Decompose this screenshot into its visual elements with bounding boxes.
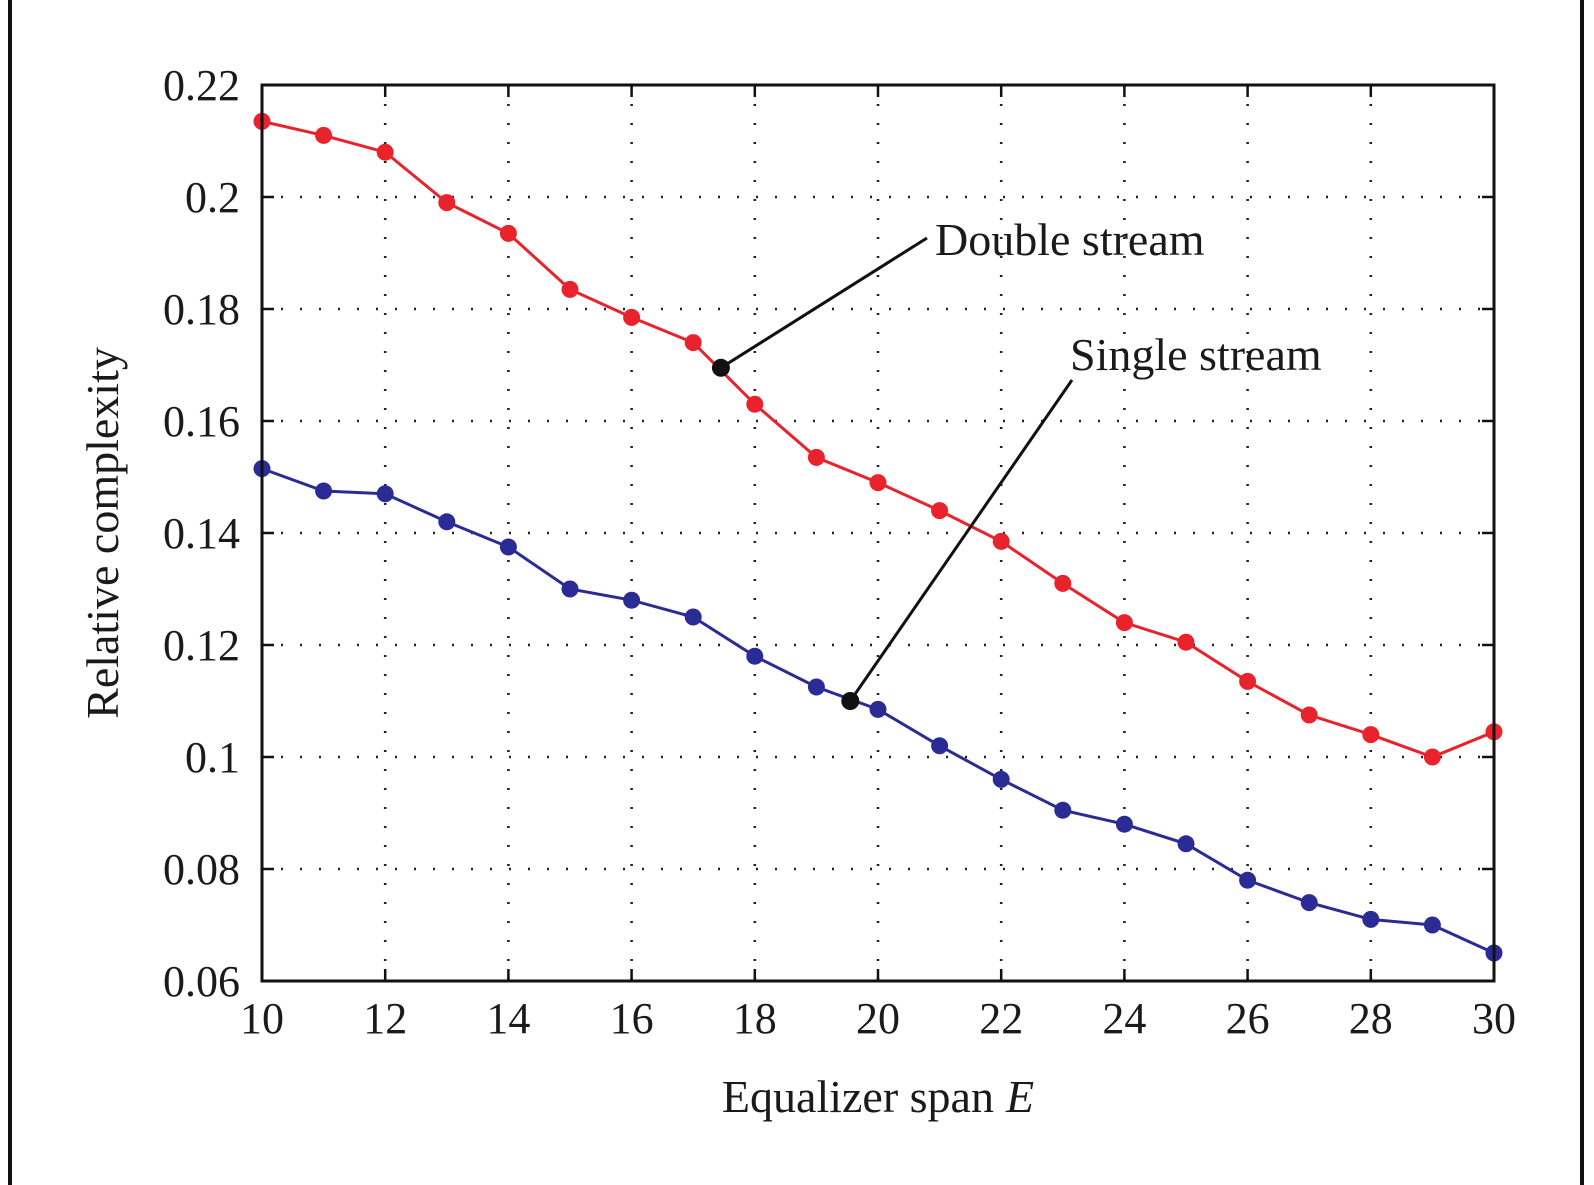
series: [253, 112, 1503, 962]
single-stream-point: [376, 485, 394, 503]
double-stream-point: [992, 532, 1010, 550]
grid: [262, 85, 1494, 981]
single-stream-point: [315, 482, 333, 500]
single-stream-point: [623, 591, 641, 609]
single-stream-point: [1177, 835, 1195, 853]
double-stream-point: [931, 502, 949, 520]
single-stream-point: [1115, 815, 1133, 833]
double-stream-point: [438, 194, 456, 212]
double-stream-point: [869, 474, 887, 492]
double-stream-point: [1054, 574, 1072, 592]
x-tick-label: 14: [486, 994, 530, 1043]
x-tick-label: 12: [363, 994, 407, 1043]
double-stream-point: [1362, 726, 1380, 744]
single-stream-point: [684, 608, 702, 626]
double-stream-point: [1177, 633, 1195, 651]
y-tick-label: 0.18: [163, 285, 240, 334]
double-stream-label: Double stream: [935, 214, 1205, 265]
double-stream-point: [1115, 614, 1133, 632]
double-stream-point: [746, 395, 764, 413]
single-stream-series: [253, 460, 1503, 962]
y-tick-label: 0.12: [163, 621, 240, 670]
single-stream-annotation-marker: [841, 692, 860, 710]
single-stream-point: [561, 580, 579, 598]
double-stream-point: [561, 280, 579, 298]
single-stream-point: [1300, 894, 1318, 912]
single-stream-point: [499, 538, 517, 556]
single-stream-point: [931, 737, 949, 755]
x-axis-title-var: E: [1005, 1071, 1034, 1122]
x-tick-label: 16: [610, 994, 654, 1043]
y-tick-label: 0.06: [163, 957, 240, 1006]
single-stream-point: [869, 700, 887, 718]
x-tick-label: 18: [733, 994, 777, 1043]
double-stream-point: [623, 308, 641, 326]
x-tick-label: 22: [979, 994, 1023, 1043]
y-tick-label: 0.14: [163, 509, 240, 558]
plot-area-frame: [260, 83, 1496, 983]
x-tick-label: 28: [1349, 994, 1393, 1043]
double-stream-point: [1239, 672, 1257, 690]
single-stream-point: [438, 513, 456, 531]
x-axis-title: Equalizer span E: [722, 1071, 1034, 1122]
double-stream-series: [253, 112, 1503, 766]
tick-labels: 10 12 14 16 18 20 22 24 26 28 30 0.06 0.08 0.1 0.12 0.1…: [163, 61, 1516, 1043]
double-stream-point: [499, 224, 517, 242]
annotations: Double stream Single stream: [711, 214, 1322, 710]
double-stream-point: [1423, 748, 1441, 766]
single-stream-point: [992, 770, 1010, 788]
single-stream-leader-line: [849, 379, 1074, 702]
double-stream-point: [376, 143, 394, 161]
single-stream-point: [807, 678, 825, 696]
x-tick-label: 10: [240, 994, 284, 1043]
single-stream-point: [1239, 871, 1257, 889]
double-stream-annotation-marker: [711, 358, 730, 377]
x-tick-label: 24: [1102, 994, 1146, 1043]
double-stream-point: [1300, 706, 1318, 724]
single-stream-label: Single stream: [1070, 329, 1322, 380]
x-tick-label: 30: [1472, 994, 1516, 1043]
double-stream-leader-line: [720, 236, 928, 370]
x-axis-title-text: Equalizer span: [722, 1071, 994, 1122]
y-tick-label: 0.2: [185, 173, 240, 222]
y-tick-label: 0.08: [163, 845, 240, 894]
double-stream-point: [315, 126, 333, 144]
y-axis-title: Relative complexity: [77, 347, 128, 719]
single-stream-point: [1054, 801, 1072, 819]
double-stream-point: [807, 448, 825, 466]
double-stream-point: [684, 334, 702, 352]
single-stream-point: [746, 647, 764, 665]
y-tick-label: 0.22: [163, 61, 240, 110]
single-stream-point: [1423, 916, 1441, 934]
x-tick-label: 20: [856, 994, 900, 1043]
single-stream-point: [1362, 910, 1380, 928]
y-tick-label: 0.16: [163, 397, 240, 446]
y-tick-label: 0.1: [185, 733, 240, 782]
x-tick-label: 26: [1226, 994, 1270, 1043]
